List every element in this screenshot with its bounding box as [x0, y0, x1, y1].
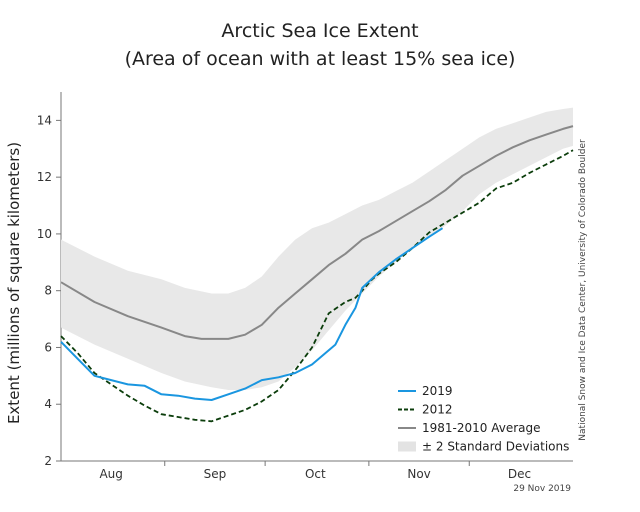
y-tick-label: 12: [37, 170, 52, 184]
std-dev-band: [61, 107, 573, 390]
credit-text: National Snow and Ice Data Center, Unive…: [578, 139, 588, 441]
legend-label: 1981-2010 Average: [422, 421, 541, 435]
y-tick-label: 8: [44, 284, 52, 298]
legend-swatch-band: [398, 441, 416, 452]
x-tick-label: Aug: [99, 467, 122, 481]
x-tick-label: Dec: [508, 467, 531, 481]
legend: 2019 2012 1981-2010 Average ± 2 Standard De…: [398, 384, 569, 454]
chart-subtitle: (Area of ocean with at least 15% sea ice…: [125, 48, 516, 70]
legend-label: ± 2 Standard Deviations: [422, 440, 569, 454]
legend-label: 2019: [422, 384, 453, 398]
y-tick-label: 14: [37, 113, 52, 127]
y-axis-label: Extent (millions of square kilometers): [5, 142, 23, 424]
y-tick-label: 10: [37, 227, 52, 241]
date-stamp: 29 Nov 2019: [513, 484, 571, 494]
x-tick-label: Nov: [407, 467, 430, 481]
y-tick-label: 4: [44, 397, 52, 411]
x-tick-label: Sep: [204, 467, 227, 481]
y-tick-label: 6: [44, 340, 52, 354]
y-tick-label: 2: [44, 454, 52, 468]
chart-title: Arctic Sea Ice Extent: [221, 20, 418, 42]
legend-label: 2012: [422, 403, 453, 417]
plot-area: 2 4 6 8 10 12 14 Aug Sep Oct Nov Dec: [37, 92, 574, 481]
series-line-2019: [60, 227, 444, 401]
x-tick-label: Oct: [305, 467, 326, 481]
series-line-2012: [60, 149, 574, 423]
series-line-1981-2010-average: [60, 125, 574, 340]
